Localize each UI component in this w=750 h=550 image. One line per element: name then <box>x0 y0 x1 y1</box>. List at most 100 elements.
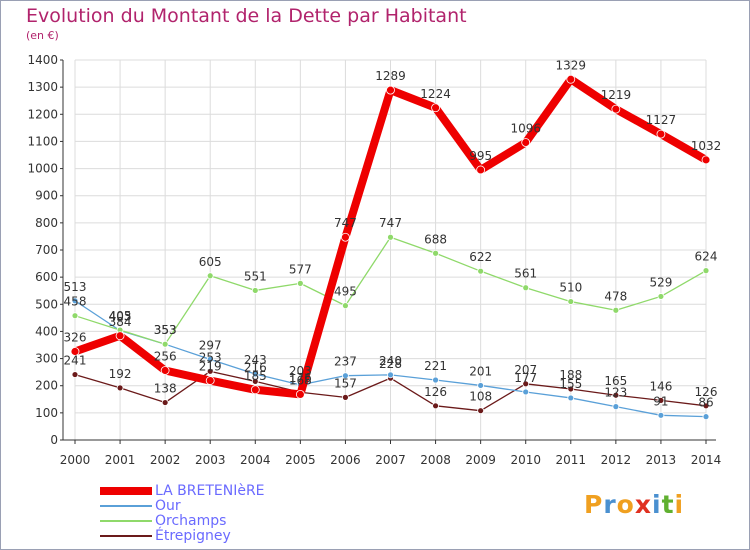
data-label-la-breteniere: 995 <box>469 149 492 163</box>
logo-letter: i <box>674 490 685 519</box>
y-tick-label: 1100 <box>27 134 58 148</box>
y-tick-label: 800 <box>35 216 58 230</box>
data-label-etrepigney: 241 <box>64 354 87 368</box>
data-label-orchamps: 458 <box>64 295 87 309</box>
legend-label: LA BRETENIèRE <box>155 483 265 499</box>
data-point-la-breteniere <box>295 389 305 399</box>
data-point-la-breteniere <box>250 385 260 395</box>
y-tick-label: 0 <box>50 433 58 447</box>
chart-unit-label: (en €) <box>26 29 59 42</box>
data-point-la-breteniere <box>656 129 666 139</box>
data-point-la-breteniere <box>341 232 350 242</box>
data-point-orchamps <box>657 293 665 300</box>
data-point-orchamps <box>251 287 259 294</box>
data-point-etrepigney <box>477 407 485 415</box>
data-label-etrepigney: 228 <box>379 357 402 371</box>
data-point-etrepigney <box>251 377 259 385</box>
legend-item: Our <box>100 499 360 514</box>
data-point-etrepigney <box>116 384 124 392</box>
y-tick-label: 300 <box>35 352 58 366</box>
data-point-la-breteniere <box>386 85 395 95</box>
legend-swatch <box>100 487 152 495</box>
data-point-orchamps <box>206 272 214 280</box>
data-label-la-breteniere: 256 <box>154 350 177 364</box>
axes: 0 100 200 300 400 500 600 700 800 900 1000 1100 1200… <box>27 53 721 467</box>
legend-item: LA BRETENIèRE <box>100 484 360 499</box>
data-label-la-breteniere: 384 <box>109 315 132 329</box>
data-label-orchamps: 353 <box>154 323 177 337</box>
data-point-etrepigney <box>657 396 665 404</box>
data-point-la-breteniere <box>70 347 80 356</box>
data-label-orchamps: 405 <box>109 309 132 323</box>
x-tick-label: 2009 <box>465 453 496 467</box>
data-label-la-breteniere: 326 <box>64 331 87 345</box>
data-label-la-breteniere: 1224 <box>420 87 451 101</box>
chart-title: Evolution du Montant de la Dette par Hab… <box>26 5 467 27</box>
y-tick-label: 1200 <box>27 107 58 121</box>
data-label-orchamps: 529 <box>649 275 672 289</box>
data-label-etrepigney: 176 <box>289 371 312 385</box>
data-label-orchamps: 551 <box>244 269 267 283</box>
data-label-our: 240 <box>379 354 402 368</box>
data-point-la-breteniere <box>521 138 531 147</box>
legend-label: Étrepigney <box>155 528 231 544</box>
x-tick-label: 2003 <box>195 453 226 467</box>
y-tick-label: 500 <box>35 297 58 311</box>
x-tick-label: 2011 <box>556 453 587 467</box>
data-label-la-breteniere: 219 <box>199 360 222 374</box>
data-label-orchamps: 688 <box>424 232 447 246</box>
data-label-la-breteniere: 1289 <box>375 69 406 83</box>
logo-letter: r <box>603 490 617 519</box>
data-label-our: 353 <box>154 323 177 337</box>
logo-letter: i <box>652 490 662 519</box>
data-label-our: 237 <box>334 355 357 369</box>
data-label-orchamps: 495 <box>334 285 357 299</box>
data-point-etrepigney <box>522 380 530 388</box>
data-label-our: 177 <box>514 371 537 385</box>
x-tick-label: 2005 <box>285 453 316 467</box>
y-tick-label: 200 <box>35 379 58 393</box>
data-point-etrepigney <box>342 393 349 401</box>
data-label-la-breteniere: 1032 <box>691 139 722 153</box>
data-label-our: 243 <box>244 353 267 367</box>
data-label-la-breteniere: 168 <box>289 373 312 387</box>
data-label-our: 297 <box>199 338 222 352</box>
data-point-our <box>387 371 394 379</box>
data-label-etrepigney: 165 <box>604 374 627 388</box>
data-point-orchamps <box>522 284 530 292</box>
data-point-la-breteniere <box>431 103 440 113</box>
data-point-la-breteniere <box>476 165 486 175</box>
data-label-orchamps: 577 <box>289 262 312 276</box>
x-tick-label: 2004 <box>240 453 271 467</box>
data-point-la-breteniere <box>115 331 125 341</box>
data-label-la-breteniere: 1127 <box>646 113 677 127</box>
data-label-la-breteniere: 1096 <box>510 122 541 136</box>
data-point-our <box>522 388 530 396</box>
data-point-our <box>477 382 485 389</box>
x-tick-label: 2000 <box>60 453 91 467</box>
series-group <box>70 74 711 421</box>
data-label-orchamps: 561 <box>514 267 537 281</box>
y-tick-label: 1400 <box>27 53 58 67</box>
data-point-la-breteniere <box>611 104 621 114</box>
data-point-our <box>612 403 620 411</box>
x-tick-label: 2013 <box>646 453 677 467</box>
data-point-orchamps <box>567 298 575 305</box>
data-label-our: 513 <box>64 280 87 294</box>
data-point-our <box>702 413 710 421</box>
data-point-our <box>432 376 439 384</box>
logo-letter: x <box>634 490 652 519</box>
data-label-la-breteniere: 185 <box>244 369 267 383</box>
data-point-la-breteniere <box>160 366 170 375</box>
x-tick-label: 2012 <box>601 453 632 467</box>
data-label-la-breteniere: 747 <box>334 216 357 230</box>
logo-letter: o <box>616 490 635 519</box>
data-point-etrepigney <box>432 402 439 410</box>
data-point-our <box>342 372 349 380</box>
data-point-la-breteniere <box>701 155 711 165</box>
data-point-orchamps <box>161 340 169 348</box>
data-label-our: 123 <box>604 386 627 400</box>
x-tick-label: 2001 <box>105 453 136 467</box>
y-tick-label: 900 <box>35 189 58 203</box>
